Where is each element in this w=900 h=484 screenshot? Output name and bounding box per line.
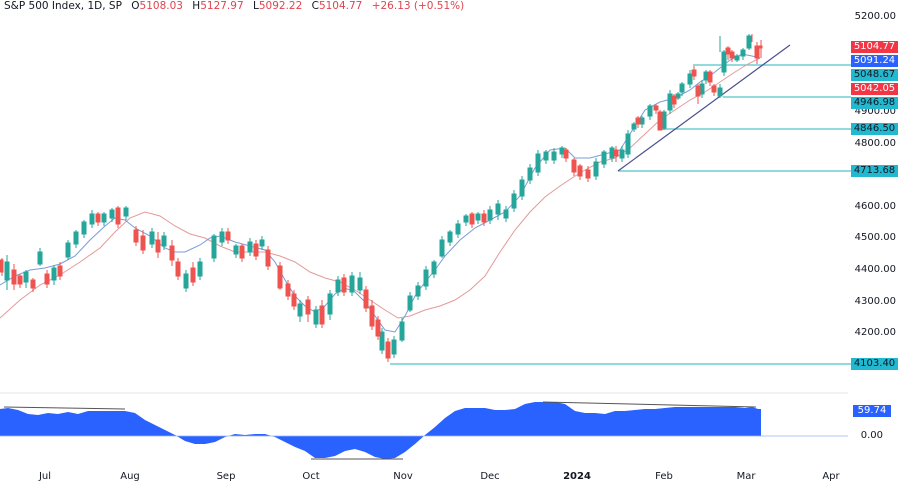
low-label: L [252, 0, 259, 12]
time-tick-feb: Feb [655, 471, 673, 482]
price-tick: 4600.00 [854, 201, 896, 212]
oscillator-area [0, 402, 761, 459]
price-tick: 4200.00 [854, 327, 896, 338]
price-tick: 4400.00 [854, 264, 896, 275]
price-tick: 4500.00 [854, 232, 896, 243]
time-tick-jul: Jul [38, 471, 52, 482]
close-value: 5104.77 [318, 0, 363, 12]
open-value: 5108.03 [139, 0, 183, 12]
oscillator-zero-tick: 0.00 [860, 430, 883, 441]
time-tick-aug: Aug [120, 471, 140, 482]
oscillator-value-label: 59.74 [853, 405, 891, 417]
slow-ma-label: 5042.05 [851, 83, 898, 95]
change-value: +26.13 (+0.51%) [371, 0, 465, 12]
time-tick-nov: Nov [393, 471, 413, 482]
time-tick-dec: Dec [480, 471, 500, 482]
fast-ma-label: 5091.24 [851, 55, 898, 67]
symbol-title: S&P 500 Index, 1D, SP [4, 0, 122, 12]
ascending-trendline[interactable] [617, 44, 791, 172]
divergence-line-jul[interactable] [3, 406, 126, 410]
time-tick-apr: Apr [822, 471, 840, 482]
time-tick-sep: Sep [216, 471, 236, 482]
candlesticks[interactable] [0, 34, 763, 362]
oscillator-pane[interactable] [0, 401, 848, 460]
level-label: 4713.68 [851, 165, 898, 177]
level-label: 4103.40 [851, 358, 898, 370]
time-tick-oct: Oct [302, 471, 320, 482]
time-tick-mar: Mar [736, 471, 756, 482]
last-price-label: 5104.77 [851, 41, 898, 53]
level-label: 4946.98 [851, 97, 898, 109]
open-label: O [131, 0, 140, 12]
high-value: 5127.97 [200, 0, 244, 12]
price-tick: 5200.00 [854, 11, 896, 22]
horizontal-levels[interactable] [390, 64, 851, 365]
close-label: C [311, 0, 319, 12]
level-label: 4846.50 [851, 123, 898, 135]
level-label: 5048.67 [851, 69, 898, 81]
price-tick: 4300.00 [854, 296, 896, 307]
price-tick: 4800.00 [854, 138, 896, 149]
chart-legend: S&P 500 Index, 1D, SP O5108.03 H5127.97 … [4, 0, 464, 13]
slow-moving-average-line [0, 57, 761, 319]
low-value: 5092.22 [258, 0, 303, 12]
high-label: H [192, 0, 201, 12]
fast-moving-average-line [0, 53, 761, 333]
divergence-line-dec-mar[interactable] [542, 401, 757, 408]
time-tick-2024: 2024 [563, 471, 591, 482]
price-tick: 4900.00 [854, 106, 896, 117]
